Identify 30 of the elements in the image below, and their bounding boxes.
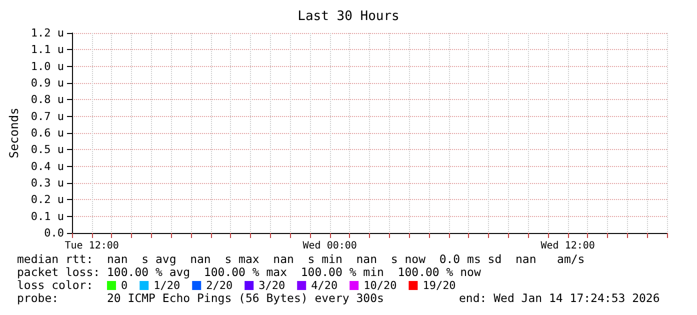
- y-axis-title: Seconds: [7, 108, 21, 158]
- legend-title: loss color:: [17, 278, 94, 292]
- legend-label: 10/20: [364, 279, 397, 292]
- legend-label: 0: [121, 279, 128, 292]
- y-tick-label: 0.5 u: [30, 143, 64, 156]
- y-tick-label: 0.9 u: [30, 76, 64, 90]
- y-tick-label: 0.2 u: [30, 193, 64, 206]
- text: probe: 20 ICMP Echo Pings (56 Bytes) every 300s: [17, 291, 384, 305]
- chart-title: Last 30 Hours: [298, 9, 400, 24]
- text: packet loss: 100.00 % avg 100.00 % max 100.00 % min 100.00 % now: [17, 265, 481, 279]
- legend-label: 1/20: [154, 279, 180, 292]
- x-tick-label: Wed 00:00: [302, 240, 357, 252]
- legend-label: 3/20: [258, 279, 286, 292]
- y-tick-label: 0.4 u: [30, 160, 64, 173]
- legend-label: 2/20: [206, 279, 233, 292]
- legend-label: 19/20: [422, 279, 456, 292]
- legend-label: 4/20: [311, 279, 338, 292]
- x-tick-label: Tue 12:00: [64, 240, 119, 252]
- text: median rtt: nan s avg nan s max nan s min nan s now 0.0 ms sd nan am/s: [17, 252, 585, 266]
- y-tick-label: 0.6 u: [30, 126, 64, 140]
- text: end: Wed Jan 14 17:24:53 2026: [459, 291, 660, 305]
- y-tick-label: 0.7 u: [30, 110, 64, 123]
- y-tick-label: 1.2 u: [30, 26, 64, 40]
- y-tick-label: 0.3 u: [30, 176, 64, 190]
- y-tick-label: 0.1 u: [30, 210, 64, 223]
- y-tick-label: 0.0: [44, 226, 64, 240]
- x-tick-label: Wed 12:00: [540, 240, 595, 252]
- y-tick-label: 0.8 u: [30, 93, 64, 106]
- y-tick-label: 1.1 u: [30, 43, 64, 56]
- y-tick-label: 1.0 u: [30, 60, 64, 73]
